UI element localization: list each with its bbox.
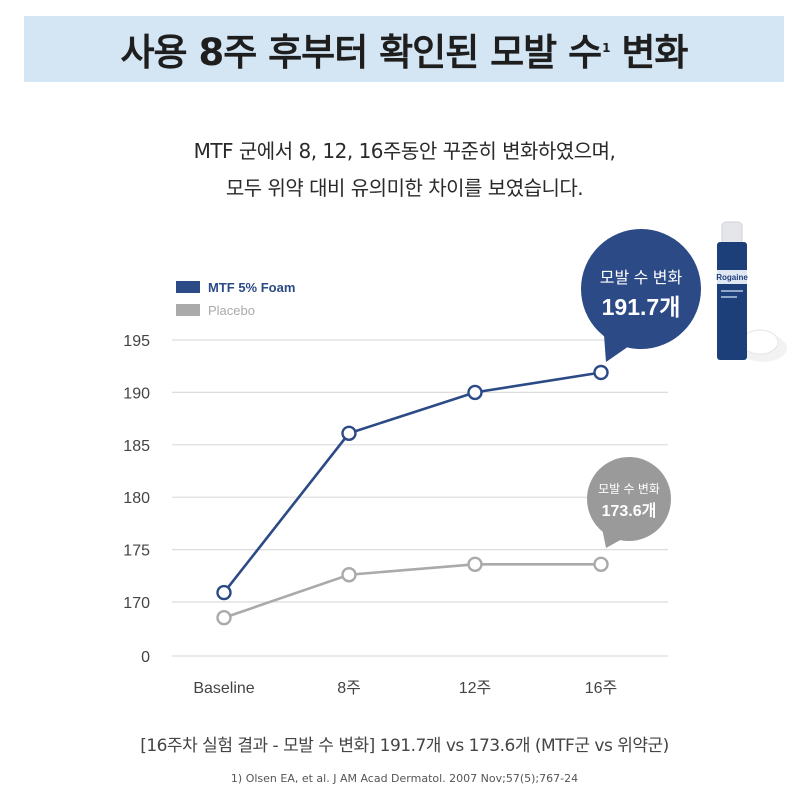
foam-shape-top: [741, 329, 779, 355]
can-label: [717, 270, 747, 284]
x-tick-label: Baseline: [193, 680, 254, 697]
y-tick-label: 175: [123, 543, 150, 560]
series-line: [223, 562, 601, 619]
data-point: [341, 567, 357, 583]
callout-bubble: [587, 457, 671, 541]
series-line: [222, 371, 602, 594]
legend-label: Placebo: [208, 303, 255, 318]
y-tick-label: 195: [123, 333, 150, 350]
legend-swatch: [176, 281, 200, 293]
can-stripe: [721, 290, 743, 292]
callout-tail: [604, 335, 632, 362]
y-tick-label: 180: [123, 490, 150, 507]
title-footnote-marker: 1: [602, 40, 610, 55]
data-point: [341, 425, 357, 441]
subtitle-line-1: MTF 군에서 8, 12, 16주동안 꾸준히 변화하였으며,: [193, 139, 616, 163]
data-point: [593, 556, 609, 572]
x-tick-label: 12주: [459, 680, 492, 697]
title-banner: 사용 8주 후부터 확인된 모발 수1 변화: [24, 16, 784, 82]
title-end: 변화: [621, 31, 688, 74]
callout-label: 모발 수 변화: [598, 482, 660, 496]
result-caption: [16주차 실험 결과 - 모발 수 변화] 191.7개 vs 173.6개 …: [140, 736, 669, 756]
x-tick-label: 8주: [337, 680, 361, 697]
data-point: [467, 556, 483, 572]
brand-label: Rogaine: [716, 273, 748, 282]
reference-footnote: 1) Olsen EA, et al. J AM Acad Dermatol. …: [230, 772, 579, 785]
y-tick-label: 0: [141, 649, 150, 666]
legend-label: MTF 5% Foam: [208, 280, 295, 295]
product-image: Rogaine: [708, 220, 788, 370]
hair-count-line-chart: 0 170 175 180 185 190 195 Baseline 8주 12주 16주 MTF 5…: [123, 229, 701, 697]
callout-tail: [602, 528, 624, 548]
callout-bubble: [581, 229, 701, 349]
data-point: [593, 364, 609, 381]
y-tick-label: 170: [123, 595, 150, 612]
data-point: [216, 584, 232, 601]
x-tick-label: 16주: [585, 680, 618, 697]
can-stripe: [721, 296, 737, 298]
y-tick-label: 185: [123, 438, 150, 455]
page-title: 사용 8주 후부터 확인된 모발 수1 변화: [120, 22, 689, 76]
callout-value: 191.7개: [602, 294, 681, 320]
callout-label: 모발 수 변화: [600, 269, 683, 287]
legend-swatch: [176, 304, 200, 316]
can-cap: [721, 221, 743, 245]
subtitle-line-2: 모두 위약 대비 유의미한 차이를 보였습니다.: [225, 176, 584, 200]
title-main: 사용 8주 후부터 확인된 모발 수: [120, 31, 603, 74]
data-point: [216, 610, 232, 626]
callout-value: 173.6개: [602, 501, 657, 520]
data-point: [467, 384, 483, 401]
can-body: [717, 242, 747, 360]
y-tick-label: 190: [123, 385, 150, 402]
